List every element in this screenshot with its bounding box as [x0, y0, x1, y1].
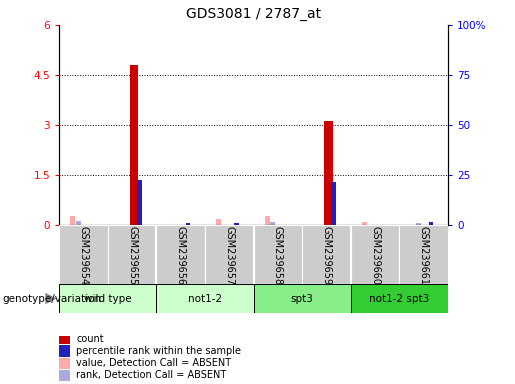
- Text: wild type: wild type: [84, 293, 132, 304]
- Text: GSM239656: GSM239656: [176, 227, 186, 286]
- Bar: [59, 284, 157, 313]
- Bar: [351, 225, 400, 284]
- Bar: [59, 358, 70, 369]
- Bar: [270, 222, 275, 225]
- Bar: [157, 225, 205, 284]
- Bar: [71, 216, 75, 225]
- Text: GSM239655: GSM239655: [127, 227, 137, 286]
- Text: GSM239657: GSM239657: [225, 227, 234, 286]
- Bar: [428, 222, 434, 225]
- Text: rank, Detection Call = ABSENT: rank, Detection Call = ABSENT: [76, 371, 227, 381]
- Text: GSM239654: GSM239654: [78, 227, 89, 286]
- Bar: [130, 65, 139, 225]
- Bar: [253, 225, 302, 284]
- Text: GSM239660: GSM239660: [370, 227, 380, 285]
- Bar: [157, 284, 253, 313]
- Bar: [400, 225, 448, 284]
- Bar: [416, 223, 421, 225]
- Text: not1-2: not1-2: [188, 293, 222, 304]
- Text: GSM239658: GSM239658: [273, 227, 283, 286]
- Polygon shape: [45, 293, 57, 304]
- Bar: [234, 223, 239, 225]
- Bar: [59, 370, 70, 381]
- Bar: [265, 216, 270, 225]
- Text: spt3: spt3: [291, 293, 314, 304]
- Bar: [216, 218, 221, 225]
- Title: GDS3081 / 2787_at: GDS3081 / 2787_at: [186, 7, 321, 21]
- Bar: [332, 182, 336, 225]
- Bar: [185, 223, 191, 225]
- Bar: [324, 121, 333, 225]
- Text: percentile rank within the sample: percentile rank within the sample: [76, 346, 241, 356]
- Bar: [302, 225, 351, 284]
- Text: GSM239659: GSM239659: [321, 227, 332, 286]
- Text: value, Detection Call = ABSENT: value, Detection Call = ABSENT: [76, 358, 231, 368]
- Bar: [205, 225, 253, 284]
- Bar: [59, 345, 70, 357]
- Bar: [108, 225, 157, 284]
- Bar: [351, 284, 448, 313]
- Bar: [137, 180, 142, 225]
- Text: GSM239661: GSM239661: [419, 227, 429, 285]
- Bar: [253, 284, 351, 313]
- Text: genotype/variation: genotype/variation: [3, 293, 101, 304]
- Bar: [362, 222, 367, 225]
- Bar: [59, 225, 108, 284]
- Bar: [59, 333, 70, 344]
- Text: count: count: [76, 334, 104, 344]
- Text: not1-2 spt3: not1-2 spt3: [369, 293, 430, 304]
- Bar: [76, 221, 81, 225]
